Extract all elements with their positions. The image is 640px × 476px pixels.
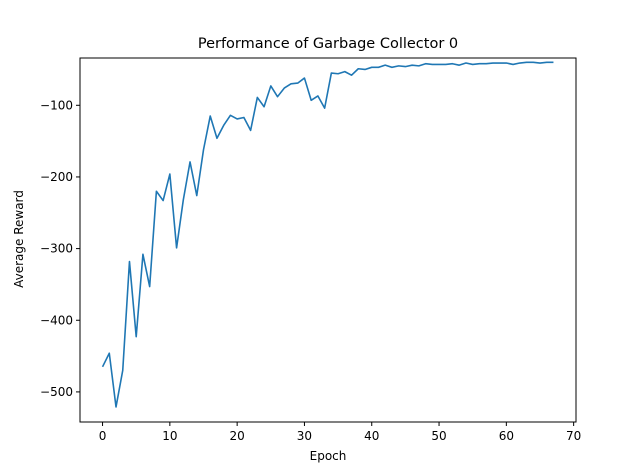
y-axis-label: Average Reward <box>12 190 26 288</box>
y-tick-label: −100 <box>40 98 73 112</box>
y-tick-label: −400 <box>40 313 73 327</box>
x-tick-label: 10 <box>162 429 177 443</box>
x-tick-label: 60 <box>499 429 514 443</box>
x-tick-label: 40 <box>364 429 379 443</box>
x-tick-label: 20 <box>230 429 245 443</box>
x-tick-label: 0 <box>99 429 107 443</box>
y-tick-label: −200 <box>40 170 73 184</box>
plot-area <box>79 57 577 423</box>
y-axis: −500 −400 −300 −200 −100 <box>40 98 80 399</box>
x-tick-label: 30 <box>297 429 312 443</box>
x-axis-label: Epoch <box>310 449 347 463</box>
series-line-0 <box>101 61 554 408</box>
x-tick-label: 70 <box>566 429 581 443</box>
chart-title: Performance of Garbage Collector 0 <box>198 36 458 52</box>
y-tick-label: −500 <box>40 385 73 399</box>
x-axis: 0 10 20 30 40 50 60 70 <box>99 422 581 443</box>
x-tick-label: 50 <box>431 429 446 443</box>
y-tick-label: −300 <box>40 242 73 256</box>
plot-frame <box>79 57 577 423</box>
